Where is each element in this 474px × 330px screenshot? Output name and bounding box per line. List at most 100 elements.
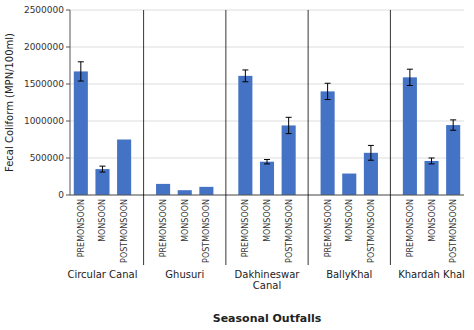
y-tick-label: 500000 [30,153,65,163]
x-tick-label: PREMONSOON [77,199,86,257]
group-label-line: Dakhineswar [235,269,301,280]
x-axis-label: Seasonal Outfalls [213,312,322,325]
error-line [409,69,410,85]
bar [321,91,335,195]
x-tick-label: PREMONSOON [241,199,250,257]
bar [199,187,213,195]
x-tick-label: MONSOON [263,199,272,242]
error-cap [78,81,84,82]
x-tick-label: PREMONSOON [159,199,168,257]
group-separator [390,10,391,265]
y-tick [66,47,70,48]
error-cap [99,166,105,167]
error-cap [325,83,331,84]
group-label-line: Khardah Khal [398,269,465,280]
x-tick-label: MONSOON [181,199,190,242]
error-bar [242,70,248,82]
y-tick [66,10,70,11]
x-tick-label: PREMONSOON [324,199,333,257]
y-tick-label: 0 [58,190,64,200]
error-line [370,145,371,160]
error-cap [242,69,248,70]
bar [156,184,170,195]
error-cap [99,172,105,173]
y-axis-label: Fecal Coliform (MPN/100ml) [4,33,15,172]
y-tick [66,158,70,159]
error-line [431,158,432,164]
bar [238,76,252,195]
bar [74,71,88,195]
group-label: Ghusuri [165,269,204,280]
error-bar [407,69,413,85]
error-cap [78,61,84,62]
bar [446,125,460,195]
bar [260,162,274,195]
bar [95,169,109,195]
plot-area [74,62,460,195]
error-line [267,159,268,163]
x-tick-label: POSTMONSOON [120,199,129,263]
error-bar [450,120,456,130]
error-line [245,70,246,82]
bar [117,140,131,196]
error-cap [407,69,413,70]
error-cap [286,133,292,134]
error-bar [264,159,270,163]
grid-line [70,195,464,196]
y-tick-label: 2000000 [24,42,64,52]
error-cap [450,130,456,131]
error-cap [325,99,331,100]
y-axis [70,10,71,195]
error-cap [450,119,456,120]
x-tick-label: MONSOON [345,199,354,242]
bar [403,77,417,195]
y-tick-label: 1000000 [24,116,64,126]
y-tick [66,121,70,122]
grid-line [70,47,464,48]
x-tick-label: MONSOON [98,199,107,242]
bar [342,174,356,195]
error-line [102,166,103,172]
group-label: BallyKhal [326,269,372,280]
bar [282,125,296,195]
group-label-line: Canal [253,280,281,291]
chart: 0 500000 1000000 1500000 2000000 2500000 PREMO… [0,0,474,330]
x-tick-label: POSTMONSOON [285,199,294,263]
x-tick-label: POSTMONSOON [449,199,458,263]
group-label-line: BallyKhal [326,269,372,280]
group-separator [225,10,226,265]
error-bar [325,83,331,99]
group-label: Circular Canal [67,269,137,280]
group-label: DakhineswarCanal [235,269,301,291]
group-label-line: Ghusuri [165,269,204,280]
group-label: Khardah Khal [398,269,465,280]
group-separator [308,10,309,265]
grid-line [70,10,464,11]
error-bar [429,158,435,164]
y-tick-label: 1500000 [24,79,64,89]
error-bar [368,145,374,160]
error-cap [264,163,270,164]
group-separator [143,10,144,265]
error-cap [264,159,270,160]
error-line [288,117,289,133]
error-line [327,83,328,99]
y-tick [66,84,70,85]
error-cap [286,117,292,118]
y-tick-label: 2500000 [24,5,64,15]
error-cap [429,163,435,164]
error-cap [368,160,374,161]
x-axis [70,195,464,196]
y-tick [66,195,70,196]
error-cap [368,145,374,146]
x-tick-label: POSTMONSOON [367,199,376,263]
x-tick-label: POSTMONSOON [202,199,211,263]
x-tick-label: MONSOON [428,199,437,242]
error-bar [286,117,292,133]
error-bar [78,62,84,81]
error-cap [407,85,413,86]
group-label-line: Circular Canal [67,269,137,280]
error-line [80,62,81,81]
x-tick-label: PREMONSOON [406,199,415,257]
bar [424,161,438,195]
